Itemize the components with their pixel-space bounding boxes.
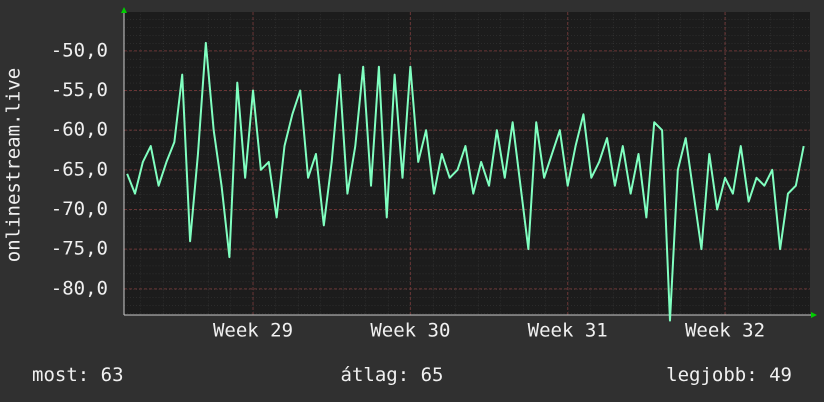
- x-arrow: [811, 312, 817, 318]
- y-tick-label: -50,0: [51, 39, 108, 61]
- x-tick-label: Week 32: [685, 320, 765, 342]
- stat-label: most:: [32, 364, 89, 386]
- stat: átlag: 65: [341, 364, 444, 386]
- y-tick-label: -65,0: [51, 158, 108, 180]
- y-tick-label: -75,0: [51, 238, 108, 260]
- grid: [124, 12, 810, 315]
- x-tick-label: Week 30: [370, 320, 450, 342]
- minor-grid: [124, 12, 810, 315]
- stat-value: 49: [769, 364, 792, 386]
- series: [126, 41, 805, 322]
- stat-value: 65: [421, 364, 444, 386]
- stat-value: 63: [101, 364, 124, 386]
- y-axis-label: onlinestream.live: [3, 68, 25, 262]
- y-tick-label: -80,0: [51, 277, 108, 299]
- stat-label: legjobb:: [666, 364, 758, 386]
- stat-label: átlag:: [341, 364, 410, 386]
- x-tick-label: Week 31: [528, 320, 608, 342]
- stat: most: 63: [32, 364, 124, 386]
- y-tick-label: -55,0: [51, 79, 108, 101]
- stat: legjobb: 49: [666, 364, 792, 386]
- y-tick-label: -60,0: [51, 119, 108, 141]
- y-tick-label: -70,0: [51, 198, 108, 220]
- x-tick-label: Week 29: [213, 320, 293, 342]
- y-arrow: [121, 7, 127, 13]
- line: [126, 41, 805, 322]
